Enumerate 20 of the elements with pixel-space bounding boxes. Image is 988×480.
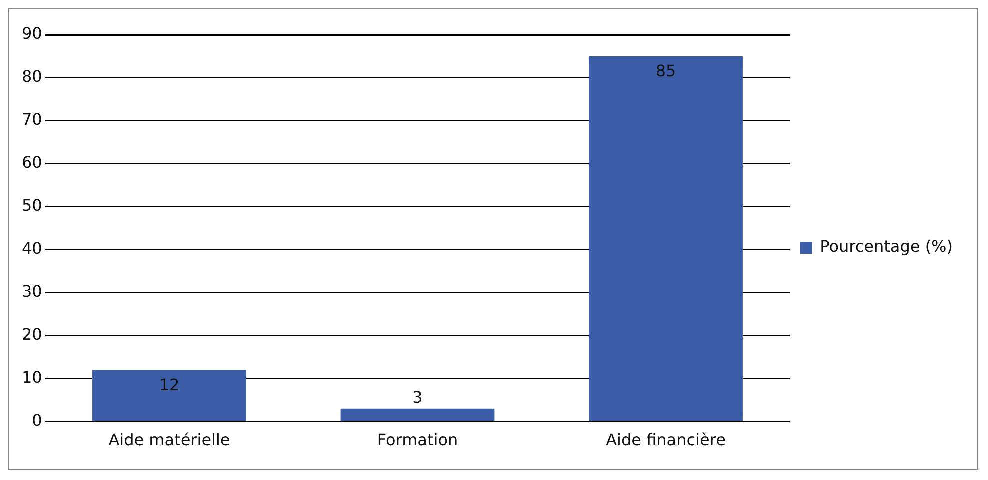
bar — [589, 56, 743, 422]
y-tick-label: 20 — [22, 325, 42, 344]
x-tick-label: Formation — [377, 430, 458, 450]
x-tick-label: Aide matérielle — [108, 430, 230, 450]
y-tick-label: 70 — [22, 110, 42, 130]
y-tick-label: 0 — [32, 410, 42, 430]
x-tick-label: Aide financière — [606, 430, 726, 450]
y-tick-label: 10 — [22, 368, 42, 387]
y-tick-label: 90 — [22, 24, 42, 44]
y-tick-label: 50 — [22, 196, 42, 216]
y-tick-label: 60 — [22, 153, 42, 172]
y-tick-label: 80 — [22, 67, 42, 86]
data-label: 85 — [656, 62, 676, 81]
y-tick-label: 30 — [22, 282, 42, 302]
legend-label: Pourcentage (%) — [820, 237, 954, 256]
bar — [92, 370, 246, 422]
data-label: 3 — [412, 388, 423, 408]
y-tick-label: 40 — [22, 239, 42, 258]
data-label: 12 — [159, 375, 180, 394]
bar — [340, 408, 495, 422]
